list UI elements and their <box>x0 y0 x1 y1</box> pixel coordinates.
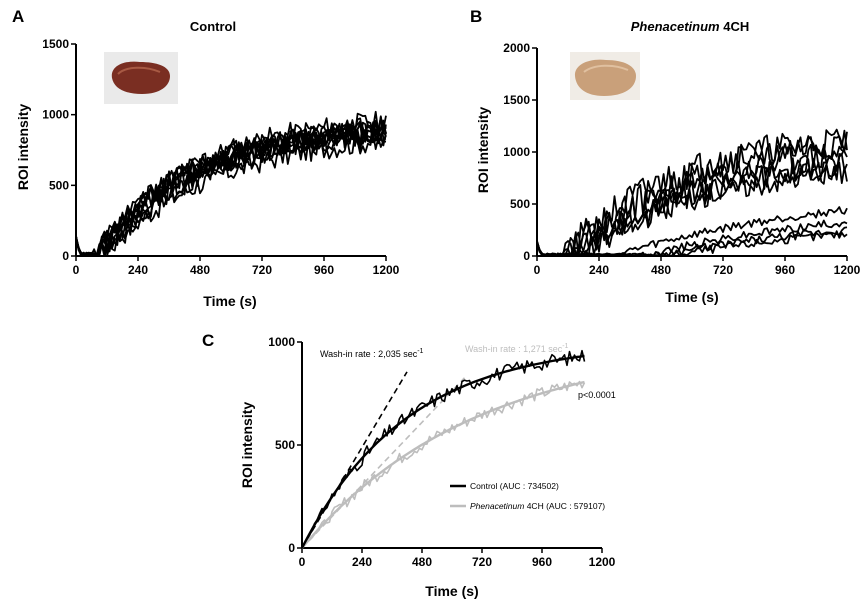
panel-b-curve-10 <box>536 230 848 257</box>
legend-control-label: Control (AUC : 734502) <box>470 481 559 491</box>
panel-a-curve-9 <box>75 117 387 257</box>
panel-a-x-tick-label: 1200 <box>373 263 400 277</box>
panel-b-ylabel: ROI intensity <box>475 107 491 194</box>
panel-a-y-tick-label: 1500 <box>42 37 69 51</box>
panel-a-ylabel: ROI intensity <box>15 104 31 191</box>
p-value-label: p<0.0001 <box>578 390 616 400</box>
panel-b-curve-6 <box>536 161 848 257</box>
panel-b-y-tick-label: 1000 <box>503 145 530 159</box>
panel-c-x-tick-label: 1200 <box>589 555 616 569</box>
phenacetinum-fit-curve <box>301 380 585 549</box>
panel-b-specimen-image <box>570 52 640 100</box>
panel-c-x-tick-label: 240 <box>352 555 372 569</box>
legend-phenacetinum-label: Phenacetinum 4CH (AUC : 579107) <box>470 501 605 511</box>
panel-b-title-rest: 4CH <box>720 19 750 34</box>
panel-a-y-tick-label: 500 <box>49 178 69 192</box>
control-trace <box>301 349 586 549</box>
panel-a-y-tick-label: 1000 <box>42 108 69 122</box>
panel-c-y-tick-label: 0 <box>288 541 295 555</box>
panel-a-x-tick-label: 0 <box>73 263 80 277</box>
panel-b-x-tick-label: 480 <box>651 263 671 277</box>
panel-b-label: B <box>470 7 482 26</box>
panel-c-x-tick-label: 480 <box>412 555 432 569</box>
panel-b-y-tick-label: 1500 <box>503 93 530 107</box>
panel-b-title-italic: Phenacetinum <box>631 19 720 34</box>
panel-a-specimen-image <box>104 52 178 104</box>
panel-c-y-tick-label: 1000 <box>268 335 295 349</box>
control-washin-label: Wash-in rate : 2,035 sec-1 <box>320 348 424 359</box>
panel-c-y-tick-label: 500 <box>275 438 295 452</box>
panel-b-title: Phenacetinum 4CH <box>631 19 749 34</box>
panel-a-label: A <box>12 7 24 26</box>
panel-c-xlabel: Time (s) <box>425 583 478 599</box>
panel-a-xlabel: Time (s) <box>203 293 256 309</box>
panel-b-x-tick-label: 720 <box>713 263 733 277</box>
panel-a-curve-10 <box>75 131 387 257</box>
panel-c-legend: Control (AUC : 734502) Phenacetinum 4CH … <box>450 481 605 511</box>
panel-c-chart: C ROI intensity Time (s) 0 240 480 720 960 12… <box>202 331 616 599</box>
panel-b-curve-8 <box>536 219 848 257</box>
panel-b-y-tick-label: 2000 <box>503 41 530 55</box>
panel-b-xlabel: Time (s) <box>665 289 718 305</box>
phenacetinum-trace <box>301 380 586 549</box>
panel-a-title: Control <box>190 19 236 34</box>
panel-b-x-tick-label: 1200 <box>834 263 861 277</box>
panel-b-x-tick-label: 0 <box>534 263 541 277</box>
panel-a-x-tick-label: 960 <box>314 263 334 277</box>
panel-b-y-tick-label: 500 <box>510 197 530 211</box>
phenacetinum-washin-label: Wash-in rate : 1,271 sec-1 <box>465 343 569 354</box>
panel-c-label: C <box>202 331 214 350</box>
panel-b-x-tick-label: 240 <box>589 263 609 277</box>
panel-b-x-tick-label: 960 <box>775 263 795 277</box>
panel-b-y-tick-label: 0 <box>523 249 530 263</box>
panel-c-x-tick-label: 0 <box>299 555 306 569</box>
panel-a-x-tick-label: 240 <box>128 263 148 277</box>
panel-c-ylabel: ROI intensity <box>239 402 255 489</box>
panel-a-y-tick-label: 0 <box>62 249 69 263</box>
panel-b-chart: B Phenacetinum 4CH ROI intensity Time (s… <box>470 7 861 305</box>
panel-a-chart: A Control ROI intensity Time (s) 0 240 480… <box>12 7 400 309</box>
panel-a-x-tick-label: 480 <box>190 263 210 277</box>
panel-c-x-tick-label: 960 <box>532 555 552 569</box>
panel-b-curve-3 <box>536 143 848 257</box>
panel-a-x-tick-label: 720 <box>252 263 272 277</box>
panel-c-x-tick-label: 720 <box>472 555 492 569</box>
control-fit-curve <box>300 354 585 549</box>
